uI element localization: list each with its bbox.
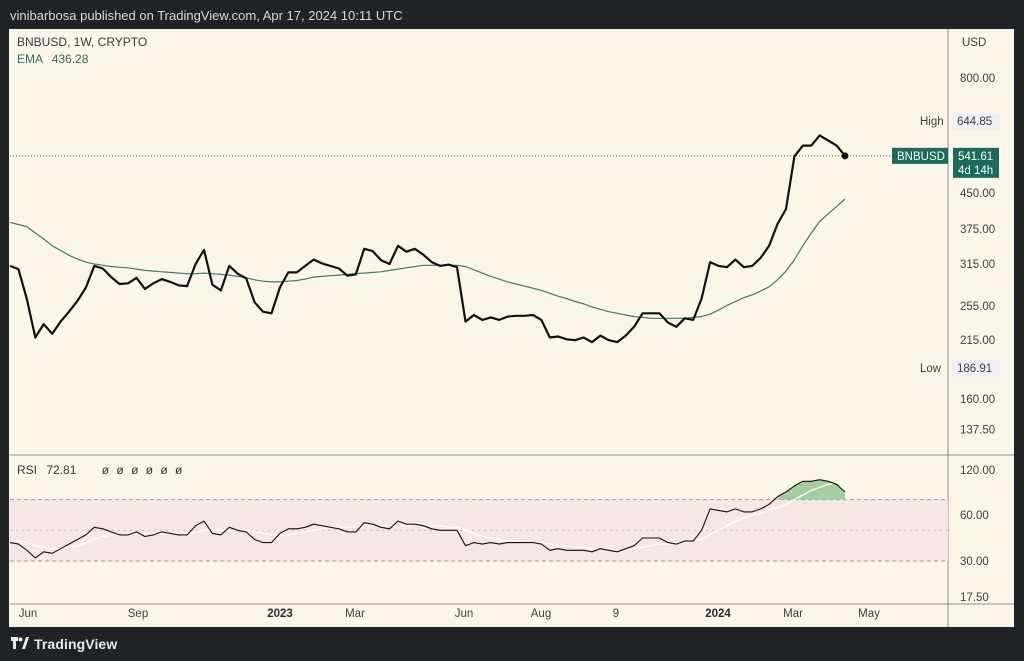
price-pane (9, 134, 948, 344)
branding-bar: TradingView (0, 627, 1024, 661)
publisher-text: vinibarbosa published on TradingView.com… (10, 8, 403, 23)
high-label: High (920, 116, 944, 128)
symbol-tag-bg (892, 147, 948, 164)
price-tick-label: 315.00 (960, 259, 995, 271)
time-tick-label: 9 (613, 608, 619, 620)
ema-line (9, 198, 846, 319)
price-tick-label: 137.50 (960, 424, 995, 436)
last-price-tag-bg (953, 147, 999, 178)
currency-label: USD (962, 37, 986, 49)
low-value-bg (952, 360, 1000, 377)
price-tick-label: 215.00 (960, 335, 995, 347)
time-tick-label: Sep (128, 608, 148, 620)
price-tick-label: 800.00 (960, 73, 995, 85)
rsi-extra-values: ø ø ø ø ø ø (101, 463, 185, 477)
price-tick-label: 255.00 (960, 301, 995, 313)
low-label: Low (920, 363, 942, 375)
time-tick-label: Jun (19, 608, 38, 620)
brand-name[interactable]: TradingView (34, 636, 118, 652)
rsi-tick-label: 17.50 (960, 592, 989, 604)
time-tick-label: Aug (531, 608, 551, 620)
ema-label: EMA (17, 52, 43, 66)
price-tick-label: 450.00 (960, 188, 995, 200)
time-tick-label: Mar (345, 608, 365, 620)
time-tick-label: Jun (455, 608, 474, 620)
price-tick-label: 160.00 (960, 394, 995, 406)
ema-value: 436.28 (51, 52, 89, 66)
rsi-legend: RSI 72.81 ø ø ø ø ø ø (17, 463, 184, 477)
symbol-legend: BNBUSD, 1W, CRYPTO (17, 35, 147, 49)
price-tick-label: 375.00 (960, 224, 995, 236)
rsi-value: 72.81 (46, 463, 77, 477)
last-price-dot (841, 152, 849, 160)
time-tick-label: 2023 (267, 608, 293, 620)
time-tick-label: Mar (783, 608, 803, 620)
rsi-tick-label: 120.00 (960, 465, 995, 477)
low-value: 186.91 (957, 363, 992, 375)
high-value-bg (952, 113, 1000, 130)
rsi-ma-line (9, 482, 845, 551)
last-price-label: 541.61 (958, 151, 993, 163)
axes: 800.00 450.00 375.00 315.00 255.00 215.00 160.… (19, 37, 1000, 620)
symbol-line: BNBUSD, 1W, CRYPTO (17, 35, 148, 49)
time-tick-label: 2024 (705, 608, 731, 620)
rsi-tick-label: 30.00 (960, 556, 989, 568)
price-line (9, 134, 846, 344)
rsi-line (9, 479, 846, 559)
high-value: 644.85 (957, 116, 992, 128)
publisher-bar: vinibarbosa published on TradingView.com… (0, 0, 1024, 30)
rsi-pane (9, 479, 948, 562)
rsi-tick-label: 60.00 (960, 510, 989, 522)
tradingview-logo-icon (11, 637, 29, 649)
ema-legend: EMA 436.28 (17, 52, 88, 66)
rsi-label: RSI (17, 463, 38, 477)
time-tick-label: May (858, 608, 880, 620)
symbol-tag: BNBUSD (897, 151, 945, 163)
countdown-label: 4d 14h (958, 165, 993, 177)
